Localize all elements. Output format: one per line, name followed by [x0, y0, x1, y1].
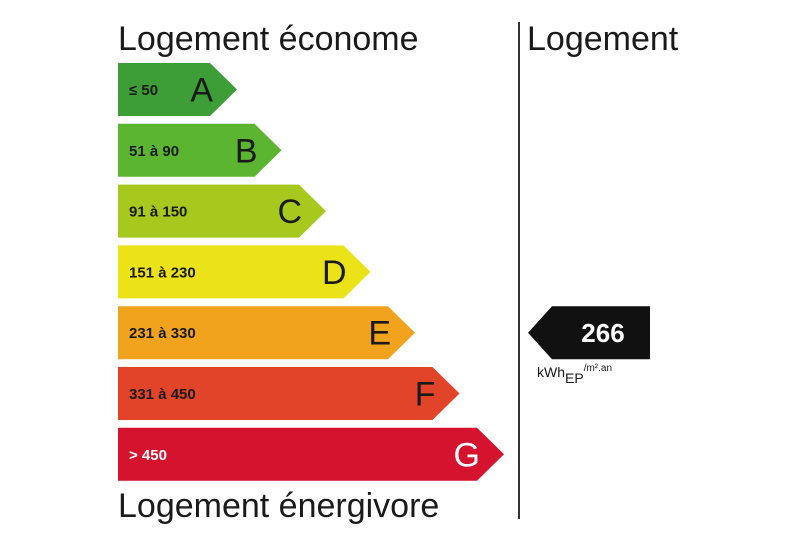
class-f-bar	[118, 367, 460, 420]
class-d-letter: D	[322, 254, 347, 292]
class-e-letter: E	[368, 315, 391, 353]
value-arrow	[528, 306, 650, 360]
unit-label: kWhEP/m².an	[537, 363, 612, 386]
class-a-letter: A	[190, 72, 213, 110]
value-text: 266	[581, 318, 624, 348]
top-label: Logement économe	[118, 20, 419, 58]
class-a-bar	[118, 63, 237, 116]
class-g-range: > 450	[129, 447, 167, 464]
class-f-letter: F	[415, 376, 436, 414]
class-f-range: 331 à 450	[129, 386, 196, 403]
class-b-letter: B	[235, 132, 258, 170]
unit-main: kWh	[537, 364, 565, 380]
divider	[518, 22, 520, 519]
class-e-bar	[118, 306, 415, 360]
class-c-letter: C	[277, 193, 302, 231]
class-c-bar	[118, 184, 326, 238]
class-e-range: 231 à 330	[129, 325, 196, 342]
class-b-range: 51 à 90	[129, 143, 179, 160]
class-d-bar	[118, 245, 371, 299]
class-b-bar	[118, 123, 282, 177]
class-g-letter: G	[454, 436, 480, 474]
unit-sub: EP	[565, 370, 584, 386]
class-a-range: ≤ 50	[129, 82, 158, 99]
class-d-range: 151 à 230	[129, 264, 196, 281]
class-c-range: 91 à 150	[129, 204, 187, 221]
unit-rest: /m².an	[583, 363, 613, 374]
right-label: Logement	[527, 20, 679, 58]
bottom-label: Logement énergivore	[118, 487, 440, 525]
class-g-bar	[118, 427, 504, 481]
